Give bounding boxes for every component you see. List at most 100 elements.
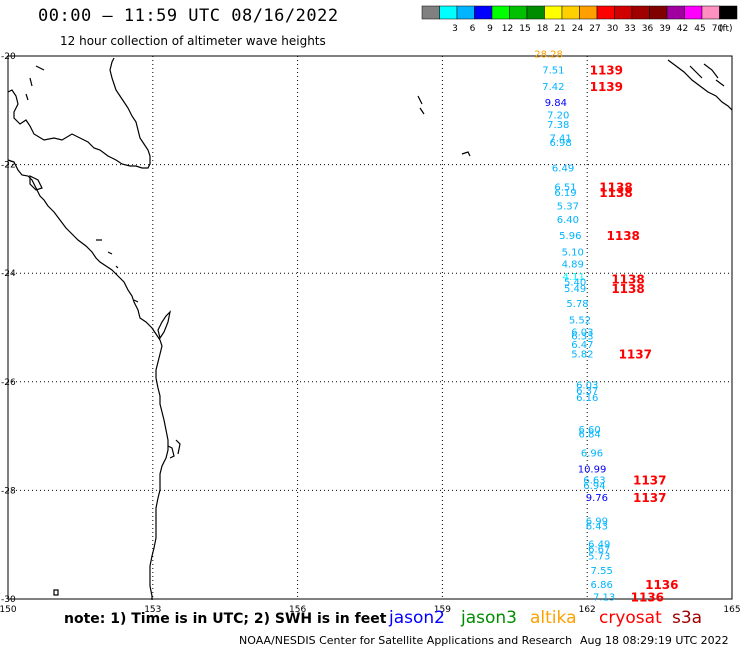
wave-height-value: 6.51 [554,182,576,193]
satellite-pass-number: 1136 [631,590,664,604]
legend-tick-label: 15 [519,24,530,34]
legend-swatch [631,5,650,20]
satellite-cryosat-label: cryosat [599,608,662,628]
wave-height-value: 7.41 [550,133,572,144]
wave-height-value: 4.11 [563,272,585,283]
wave-height-value: 6.16 [576,393,598,404]
coral-sea-reef [417,95,425,115]
satellite-pass-number: 1139 [590,80,623,94]
longitude-tick-label: 165 [723,605,740,615]
satellite-pass-number: 1138 [607,229,640,243]
wave-height-value: 6.99 [586,516,608,527]
satellite-altika-label: altika [530,608,577,628]
wave-height-value: 6.60 [578,425,600,436]
wave-height-value: 9.84 [545,98,567,109]
longitude-tick-label: 162 [579,605,596,615]
legend-tick-label: 36 [642,24,654,34]
wave-height-value: 6.47 [571,340,593,351]
legend-tick-label: 21 [554,24,565,34]
legend-tick-label: 45 [694,24,705,34]
satellite-pass-number: 1138 [599,186,632,200]
new-caledonia-coastline [667,59,733,111]
wave-height-value: 6.03 [571,327,593,338]
legend-swatch [456,5,475,20]
wave-height-value: 7.55 [591,566,613,577]
satellite-pass-number: 1138 [599,180,632,194]
island-outline [29,175,43,191]
australia-coastline [7,159,169,600]
island-outline [53,589,59,596]
legend-swatch [561,5,580,20]
wave-height-value: 6.40 [557,215,579,226]
latitude-tick-label: -30 [1,595,16,605]
island-outline [175,439,181,455]
wave-height-value: 5.49 [564,284,586,295]
wave-height-value: 6.49 [588,540,610,551]
generated-timestamp: Aug 18 08:29:19 UTC 2022 [580,634,729,647]
wave-height-value: 5.73 [588,552,610,563]
footer-note: note: 1) Time is in UTC; 2) SWH is in fe… [64,611,387,627]
legend-swatch [719,5,738,20]
longitude-tick-label: 156 [289,605,306,615]
wave-height-value: 6.67 [588,545,610,556]
credit-text: NOAA/NESDIS Center for Satellite Applica… [239,634,573,647]
satellite-pass-number: 1136 [645,578,678,592]
wave-height-value: 6.37 [576,386,598,397]
wave-height-value: 5.96 [559,231,581,242]
wave-height-value: 5.37 [557,201,579,212]
wave-height-value: 6.98 [550,138,572,149]
satellite-pass-number: 1137 [633,474,666,488]
legend-tick-label: 24 [572,24,584,34]
map-frame [7,55,733,600]
island-outline [96,239,139,303]
longitude-tick-label: 159 [434,605,451,615]
wave-height-value: 28.28 [534,49,563,60]
satellite-pass-number: 1137 [619,348,652,362]
lat-lon-grid [8,56,732,599]
legend-swatch [649,5,668,20]
wave-height-value: 7.20 [547,111,569,122]
legend-tick-label: 12 [502,24,513,34]
wave-height-value: 7.38 [547,120,569,131]
wave-height-value: 6.86 [591,580,613,591]
satellite-pass-number: 1139 [590,64,623,78]
satellite-pass-number: 1138 [611,282,644,296]
new-caledonia-coastline [689,63,725,87]
coastline [7,57,733,600]
coral-sea-reef [461,151,471,157]
wave-height-value: 6.49 [552,163,574,174]
wave-height-value: 6.96 [581,448,603,459]
wave-height-value: 6.84 [578,429,600,440]
wave-height-value: 4.89 [562,259,584,270]
legend-swatch [421,5,440,20]
legend-tick-label: 39 [659,24,671,34]
legend-swatch [526,5,545,20]
island-outline [25,65,45,101]
map-subtitle: 12 hour collection of altimeter wave hei… [60,34,326,48]
satellite-s3a-label: s3a [672,608,703,628]
wave-height-value: 5.52 [569,315,591,326]
cape-york-coastline [7,57,151,169]
legend-swatch [614,5,633,20]
legend-tick-label: 42 [677,24,688,34]
latitude-tick-label: -20 [1,52,16,62]
satellite-pass-number: 1138 [611,273,644,287]
legend-swatch [491,5,510,20]
legend-swatch [474,5,493,20]
wave-height-value: 6.03 [576,381,598,392]
wave-height-value: 5.82 [571,350,593,361]
wave-height-value: 9.76 [586,493,608,504]
legend-tick-label: 70 [712,24,724,34]
legend-tick-label: 33 [624,24,635,34]
wave-height-value: 5.78 [566,299,588,310]
satellite-jason2-label: jason2 [389,608,445,628]
legend-unit-label: (ft) [719,24,733,34]
wave-height-value: 7.13 [593,592,615,603]
wave-height-value: 6.33 [571,332,593,343]
wave-height-value: 5.10 [562,247,584,258]
legend-tick-label: 9 [487,24,493,34]
latitude-tick-label: -24 [1,269,16,279]
legend-swatch [544,5,563,20]
legend-tick-label: 18 [537,24,549,34]
